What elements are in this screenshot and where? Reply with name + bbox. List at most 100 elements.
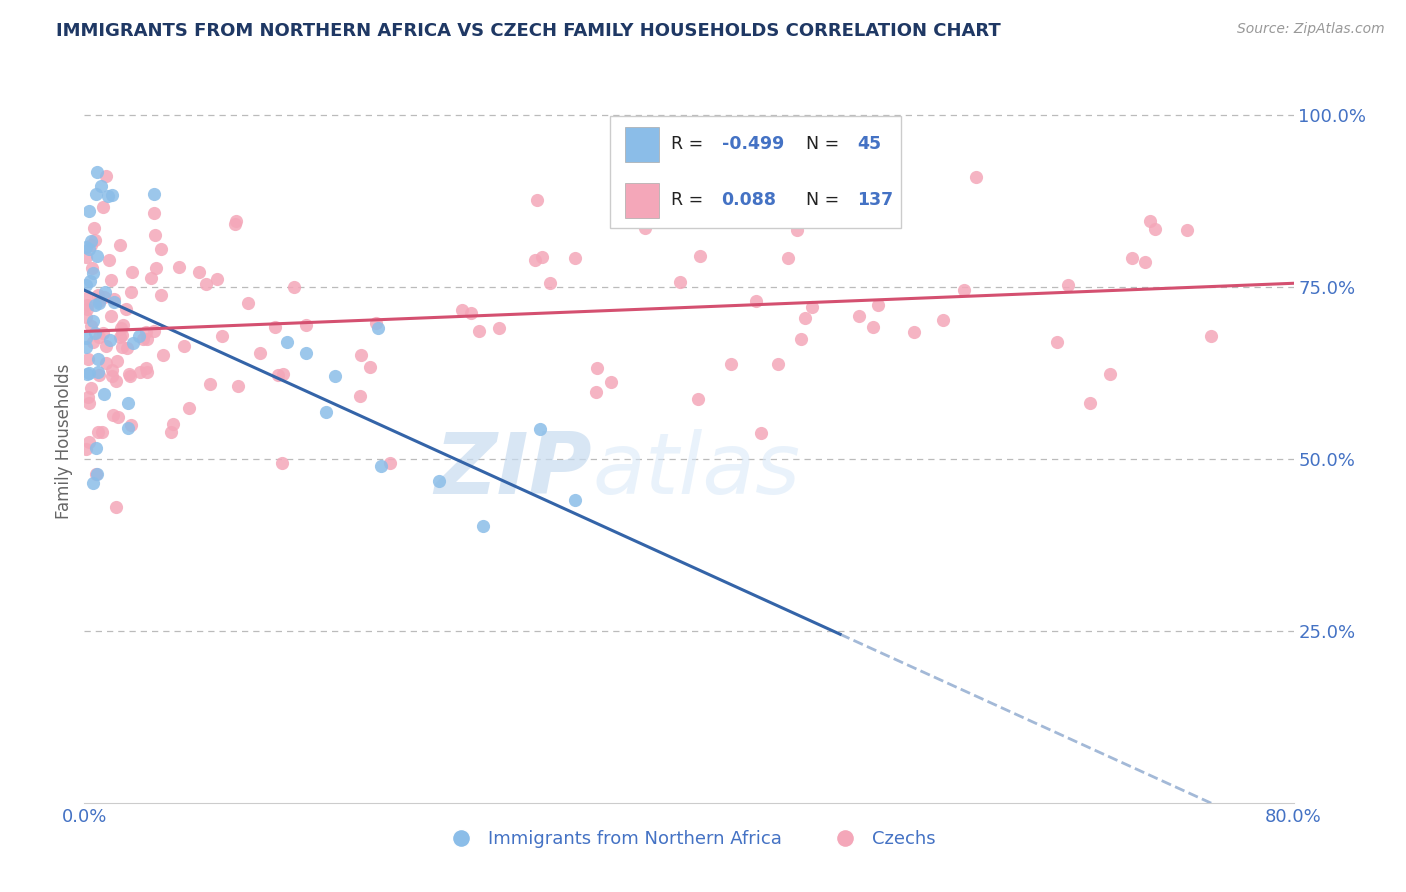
Point [86, 467, 108, 482]
Point [295, 346, 318, 360]
Point [862, 319, 884, 334]
Point [167, 260, 190, 275]
Point [110, 321, 132, 335]
Point [633, 220, 655, 235]
Point [903, 325, 925, 339]
Point [129, 365, 152, 379]
Point [103, 295, 125, 310]
Point [101, 408, 124, 422]
Point [585, 360, 607, 375]
Point [84, 298, 107, 312]
Point [91, 326, 114, 340]
Point [471, 518, 494, 533]
Point [101, 188, 124, 202]
Point [117, 421, 139, 435]
Point [367, 321, 389, 335]
Point [350, 348, 373, 362]
Point [84, 467, 107, 482]
Point [77, 204, 100, 219]
Point [86, 165, 108, 179]
Point [93, 386, 115, 401]
Point [77, 351, 100, 366]
Point [94, 339, 117, 353]
Point [526, 193, 548, 207]
Point [720, 357, 742, 371]
Point [97, 253, 120, 268]
Point [86, 249, 108, 263]
Point [94, 285, 117, 299]
Point [952, 283, 974, 297]
Point [200, 376, 222, 391]
Point [162, 417, 184, 432]
Text: atlas: atlas [592, 429, 800, 512]
Point [194, 277, 217, 291]
Point [364, 316, 387, 330]
Point [766, 357, 789, 371]
Point [794, 310, 817, 325]
Point [96, 356, 118, 370]
Point [76, 301, 98, 316]
Point [82, 266, 104, 280]
Point [108, 329, 131, 343]
Point [84, 441, 107, 455]
Point [83, 221, 105, 235]
Point [460, 306, 482, 320]
Point [84, 233, 107, 247]
Point [143, 227, 166, 242]
Text: N =: N = [806, 192, 845, 210]
Point [76, 390, 98, 404]
Point [82, 334, 104, 349]
Point [80, 238, 103, 252]
Point [211, 328, 233, 343]
Point [75, 240, 97, 254]
Point [112, 318, 135, 333]
Point [75, 340, 97, 354]
Point [359, 359, 381, 374]
Point [89, 293, 111, 308]
Point [1056, 277, 1078, 292]
Point [145, 260, 167, 275]
Point [267, 368, 290, 383]
Point [111, 340, 134, 354]
Point [689, 249, 711, 263]
Point [100, 363, 122, 377]
FancyBboxPatch shape [624, 183, 659, 218]
Point [523, 253, 546, 268]
Point [283, 280, 305, 294]
Point [75, 291, 97, 305]
Point [82, 475, 104, 490]
Point [270, 457, 292, 471]
Point [149, 288, 172, 302]
Point [315, 405, 337, 419]
Text: -0.499: -0.499 [721, 136, 783, 153]
Point [159, 425, 181, 439]
Point [1139, 214, 1161, 228]
Point [128, 329, 150, 343]
Point [104, 500, 127, 515]
Point [276, 335, 298, 350]
Point [349, 389, 371, 403]
Point [538, 277, 561, 291]
Point [427, 474, 450, 488]
Point [105, 354, 128, 368]
Point [143, 206, 166, 220]
Text: R =: R = [671, 192, 709, 210]
Point [86, 425, 108, 440]
Point [79, 435, 101, 450]
Point [225, 214, 247, 228]
Point [790, 332, 813, 346]
Point [118, 369, 141, 384]
Point [90, 179, 112, 194]
Point [75, 331, 97, 345]
Point [107, 409, 129, 424]
Point [104, 374, 127, 388]
Point [1143, 222, 1166, 236]
Point [149, 242, 172, 256]
FancyBboxPatch shape [610, 117, 901, 228]
Point [83, 326, 105, 340]
Point [450, 303, 472, 318]
Text: IMMIGRANTS FROM NORTHERN AFRICA VS CZECH FAMILY HOUSEHOLDS CORRELATION CHART: IMMIGRANTS FROM NORTHERN AFRICA VS CZECH… [56, 22, 1001, 40]
Point [1135, 255, 1157, 269]
Point [110, 327, 132, 342]
Point [599, 376, 621, 390]
